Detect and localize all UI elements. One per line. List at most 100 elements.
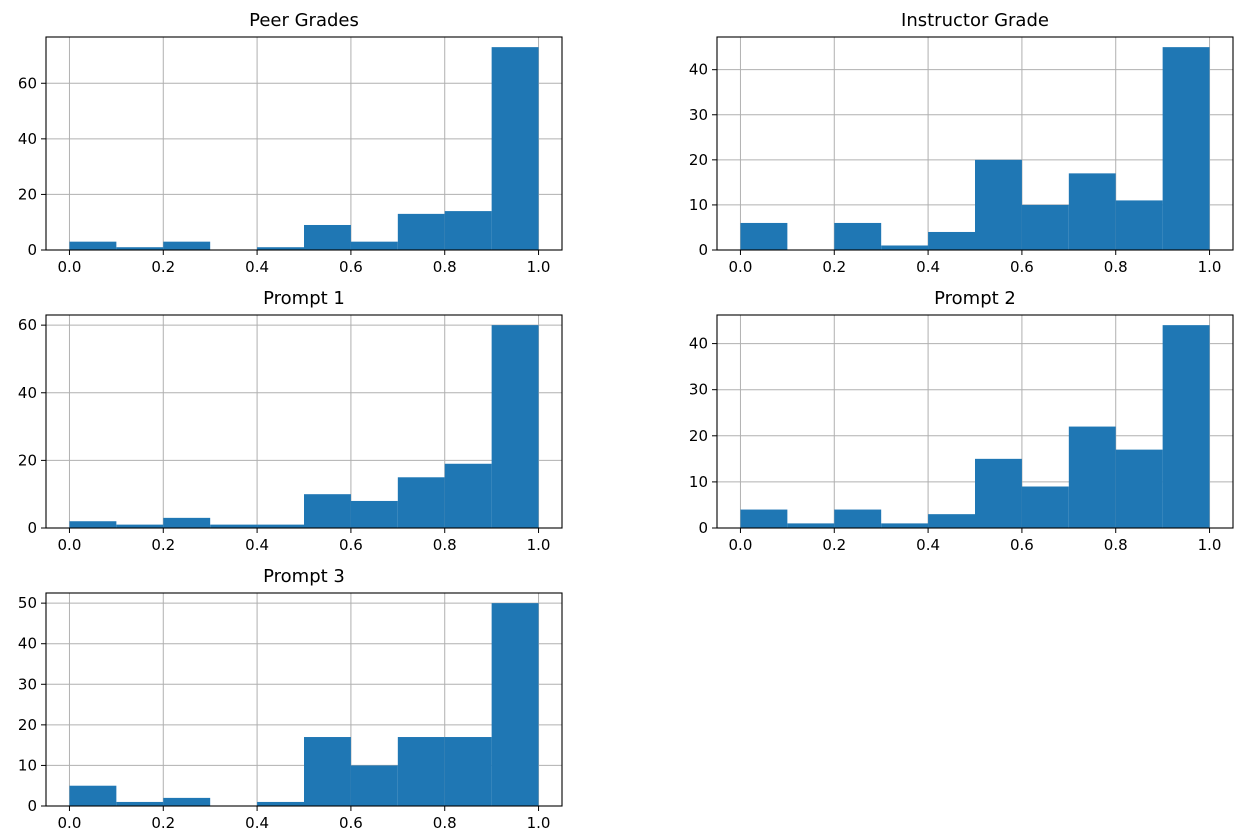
x-tick-label: 0.8 — [1104, 258, 1128, 276]
axes-frame — [716, 36, 1234, 251]
bars — [740, 47, 1210, 251]
x-tick-label: 0.4 — [245, 814, 269, 832]
y-axis: 0 10 20 30 40 — [689, 335, 717, 537]
histogram-bar — [163, 241, 211, 250]
histogram-bar — [163, 797, 211, 806]
x-tick-label: 0.6 — [1010, 536, 1034, 554]
x-tick-label: 0.0 — [58, 258, 82, 276]
bars — [740, 325, 1210, 528]
panel-peer-grades: Peer Grades 0.0 0.2 0.4 0.6 0.8 1.0 0 20 40 60 — [18, 10, 563, 276]
x-tick-label: 0.4 — [245, 536, 269, 554]
histogram-bar — [304, 224, 351, 250]
histogram-bar — [881, 245, 929, 250]
x-tick-label: 0.6 — [339, 814, 363, 832]
histogram-bar — [210, 524, 258, 528]
y-tick-label: 30 — [689, 106, 708, 124]
x-tick-label: 0.6 — [339, 536, 363, 554]
y-tick-label: 60 — [18, 74, 37, 92]
panel-prompt-2: Prompt 2 0.0 0.2 0.4 0.6 0.8 1.0 0 10 20 30 40 — [689, 288, 1234, 554]
histogram-bar — [1115, 200, 1163, 250]
histogram-bar — [116, 247, 164, 250]
histogram-bar — [350, 765, 398, 806]
histogram-bar — [881, 523, 929, 528]
histogram-bar — [397, 477, 445, 528]
histogram-bar — [975, 159, 1022, 250]
histogram-bar — [257, 247, 304, 250]
x-tick-label: 0.0 — [729, 258, 753, 276]
x-tick-label: 1.0 — [1198, 258, 1222, 276]
histogram-bar — [1115, 449, 1163, 528]
panel-title: Instructor Grade — [901, 10, 1049, 31]
y-tick-label: 60 — [18, 316, 37, 334]
y-tick-label: 20 — [18, 451, 37, 469]
y-tick-label: 0 — [27, 797, 37, 815]
panel-title: Prompt 3 — [263, 566, 345, 587]
histogram-bar — [69, 241, 117, 250]
histogram-bar — [1068, 426, 1116, 528]
histogram-bar — [116, 524, 164, 528]
y-tick-label: 20 — [689, 427, 708, 445]
histogram-bar — [834, 509, 882, 528]
histogram-bar — [257, 524, 304, 528]
histogram-bar — [491, 47, 539, 251]
x-tick-label: 1.0 — [527, 814, 551, 832]
x-axis: 0.0 0.2 0.4 0.6 0.8 1.0 — [58, 528, 550, 554]
x-axis: 0.0 0.2 0.4 0.6 0.8 1.0 — [729, 528, 1221, 554]
histogram-bar — [491, 325, 539, 528]
panel-prompt-3: Prompt 3 0.0 0.2 0.4 0.6 0.8 1.0 0 10 20 30 40 50 — [18, 566, 563, 832]
y-axis: 0 10 20 30 40 50 — [18, 594, 46, 815]
y-axis: 0 10 20 30 40 — [689, 61, 717, 259]
histogram-bar — [257, 801, 304, 806]
y-tick-label: 0 — [698, 241, 708, 259]
histogram-bar — [740, 222, 788, 250]
y-axis: 0 20 40 60 — [18, 316, 46, 537]
histogram-bar — [975, 458, 1022, 528]
y-tick-label: 10 — [689, 196, 708, 214]
y-tick-label: 50 — [18, 594, 37, 612]
x-axis: 0.0 0.2 0.4 0.6 0.8 1.0 — [729, 250, 1222, 276]
x-tick-label: 0.8 — [433, 814, 457, 832]
histogram-bar — [350, 241, 398, 250]
y-tick-label: 20 — [689, 151, 708, 169]
histogram-bar — [444, 463, 492, 528]
y-tick-label: 10 — [689, 473, 708, 491]
axes-frame — [716, 314, 1234, 529]
y-tick-label: 40 — [689, 335, 708, 353]
y-tick-label: 0 — [698, 519, 708, 537]
panel-title: Peer Grades — [249, 10, 359, 31]
x-tick-label: 0.8 — [433, 536, 457, 554]
axes-frame — [45, 592, 563, 807]
histogram-bar — [444, 737, 492, 806]
x-tick-label: 0.4 — [916, 258, 940, 276]
x-tick-label: 0.8 — [1104, 536, 1128, 554]
x-axis: 0.0 0.2 0.4 0.6 0.8 1.0 — [58, 250, 551, 276]
bars — [69, 325, 539, 528]
x-tick-label: 0.8 — [433, 258, 457, 276]
panel-prompt-1: Prompt 1 0.0 0.2 0.4 0.6 0.8 1.0 0 20 40 60 — [18, 288, 563, 554]
histogram-bar — [116, 801, 164, 806]
histogram-bar — [1068, 173, 1116, 250]
y-tick-label: 0 — [27, 519, 37, 537]
y-tick-label: 30 — [689, 381, 708, 399]
histogram-bar — [163, 517, 211, 528]
histogram-bar — [69, 785, 117, 806]
panel-title: Prompt 2 — [934, 288, 1016, 309]
x-tick-label: 1.0 — [527, 258, 551, 276]
x-tick-label: 0.6 — [339, 258, 363, 276]
x-tick-label: 0.2 — [151, 536, 175, 554]
histogram-bar — [397, 213, 445, 250]
histogram-bar — [397, 737, 445, 806]
x-tick-label: 0.4 — [245, 258, 269, 276]
x-tick-label: 0.4 — [916, 536, 940, 554]
y-tick-label: 0 — [27, 241, 37, 259]
axes-frame — [45, 314, 563, 529]
histogram-bar — [304, 737, 351, 806]
histogram-bar — [1021, 486, 1069, 528]
x-tick-label: 0.2 — [822, 536, 846, 554]
histogram-bar — [444, 211, 492, 250]
histogram-bar — [834, 222, 882, 250]
y-tick-label: 20 — [18, 185, 37, 203]
histogram-bar — [740, 509, 788, 528]
